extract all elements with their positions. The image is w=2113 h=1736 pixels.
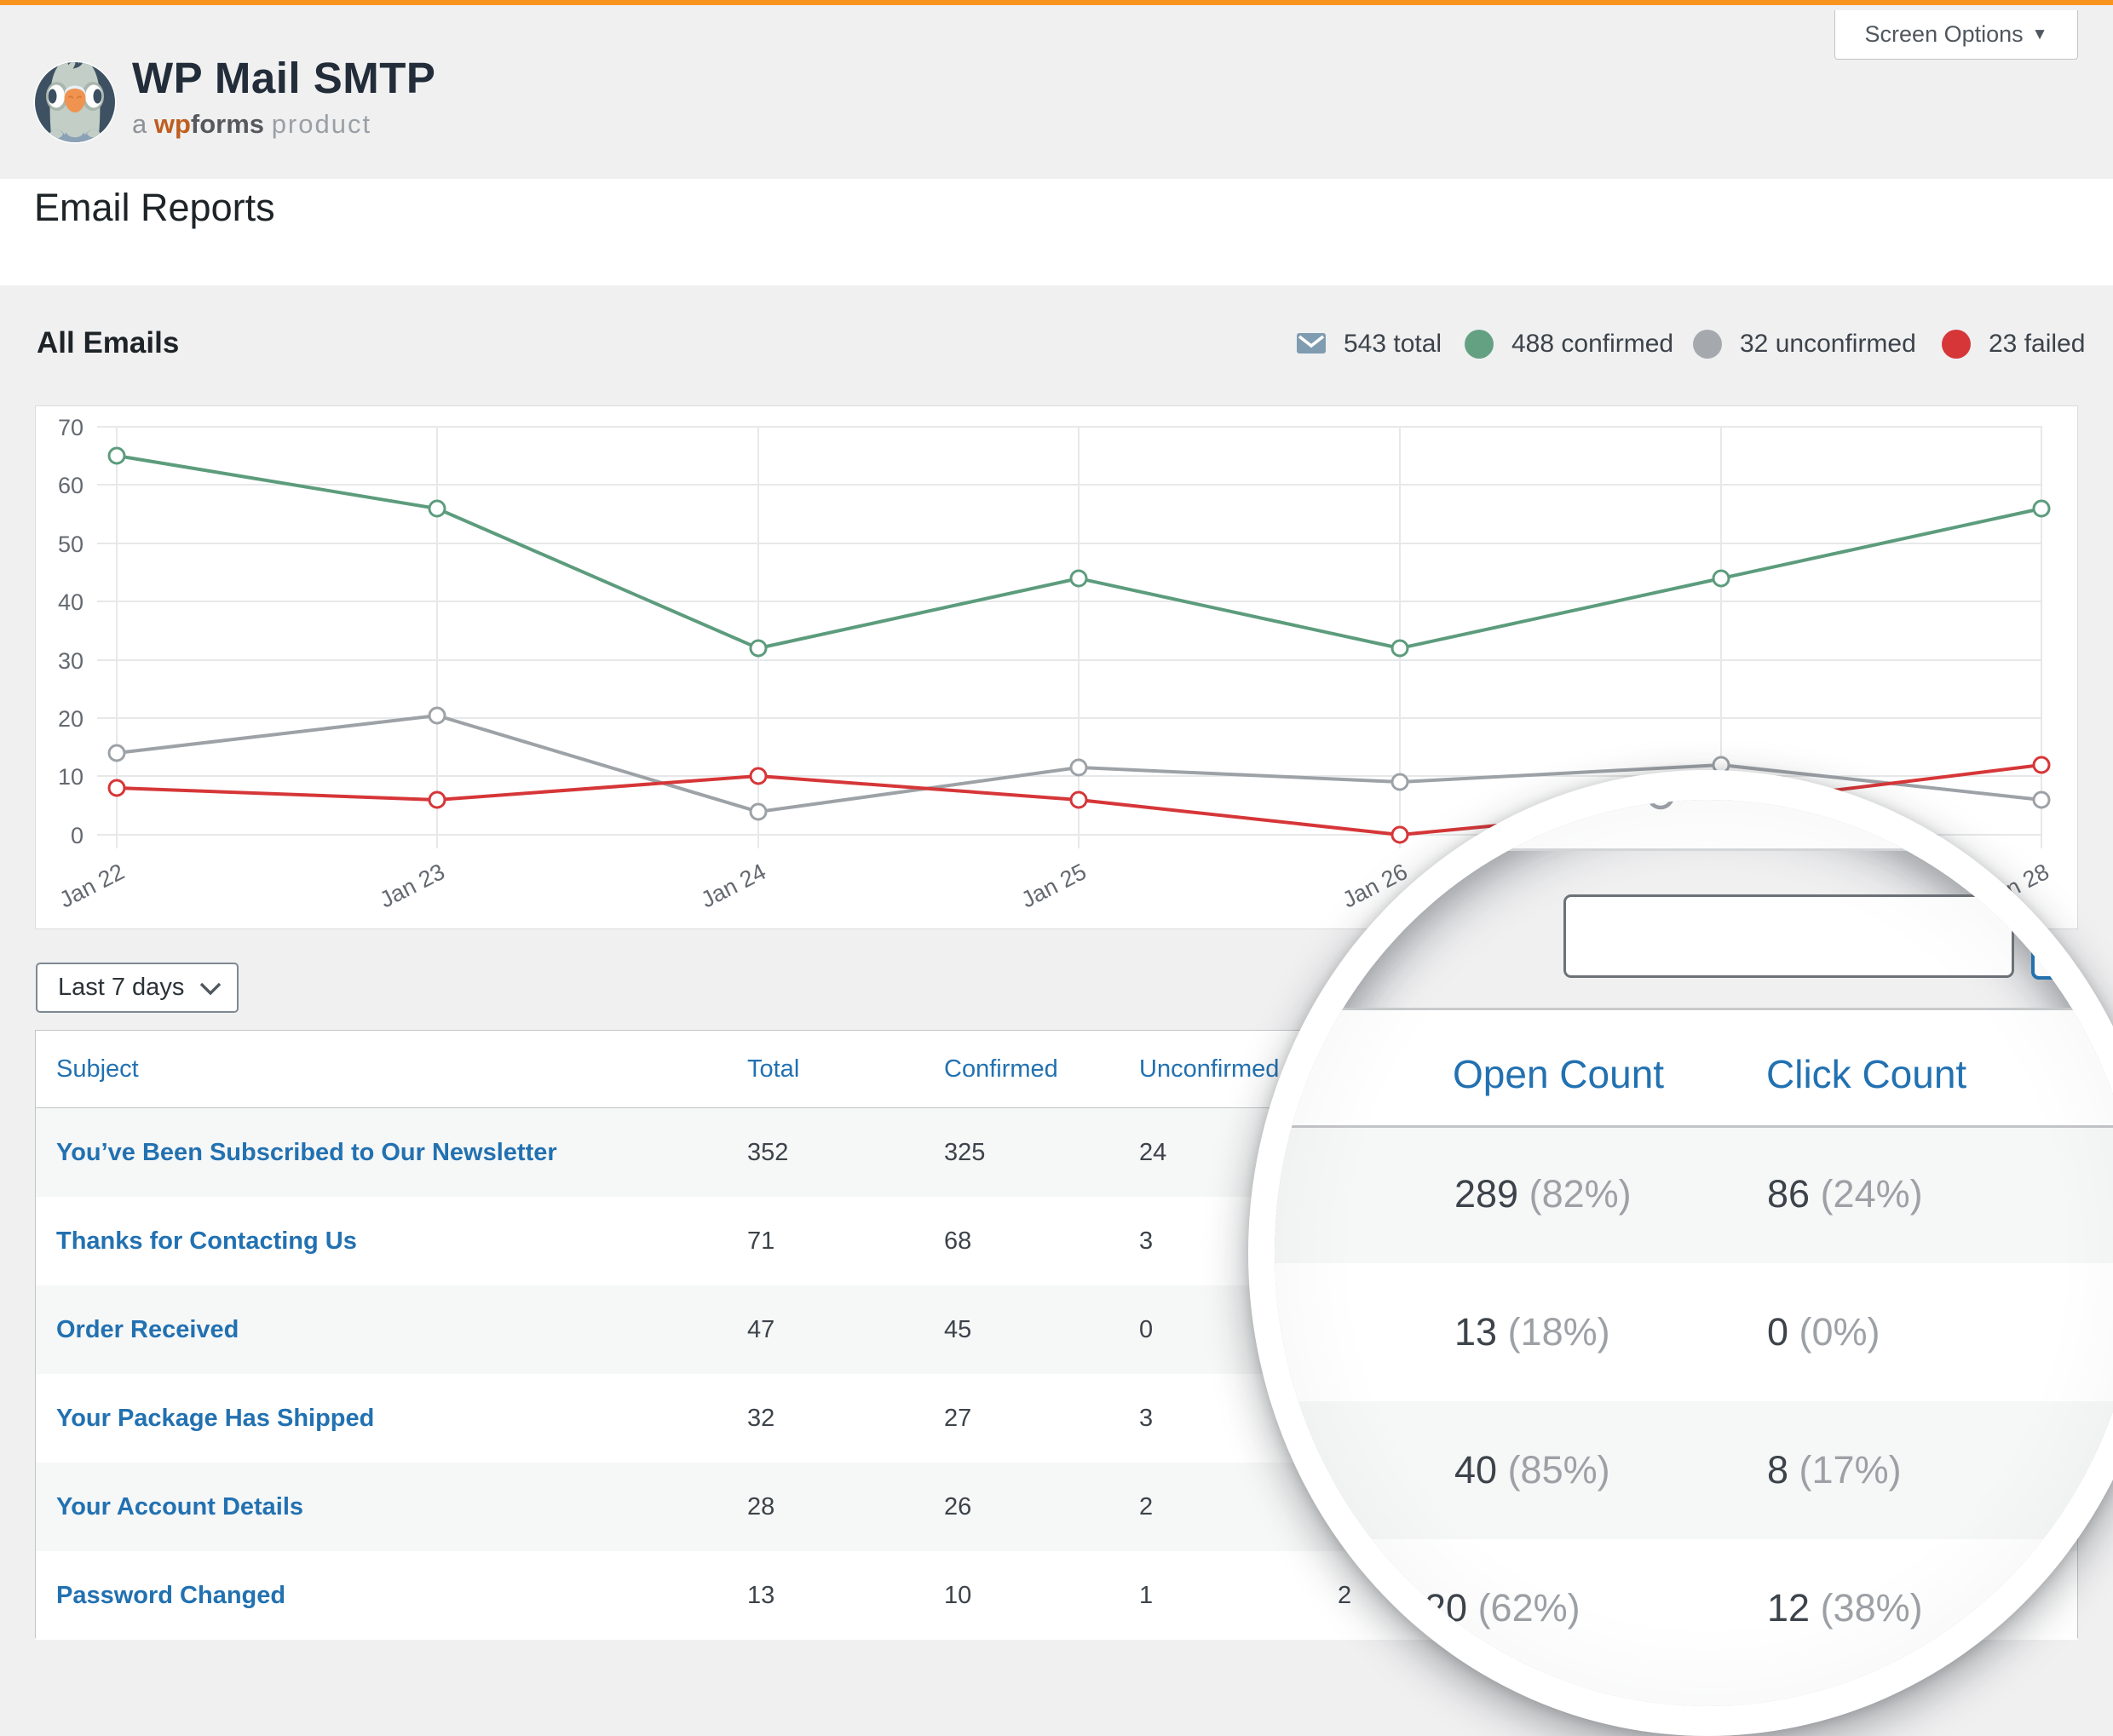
svg-text:60: 60 xyxy=(58,473,83,498)
svg-text:30: 30 xyxy=(58,648,83,674)
svg-text:50: 50 xyxy=(58,532,83,557)
svg-text:40: 40 xyxy=(58,589,83,615)
svg-text:20: 20 xyxy=(58,706,83,732)
svg-text:70: 70 xyxy=(58,415,83,440)
svg-text:0: 0 xyxy=(71,823,83,848)
svg-text:10: 10 xyxy=(58,764,83,790)
